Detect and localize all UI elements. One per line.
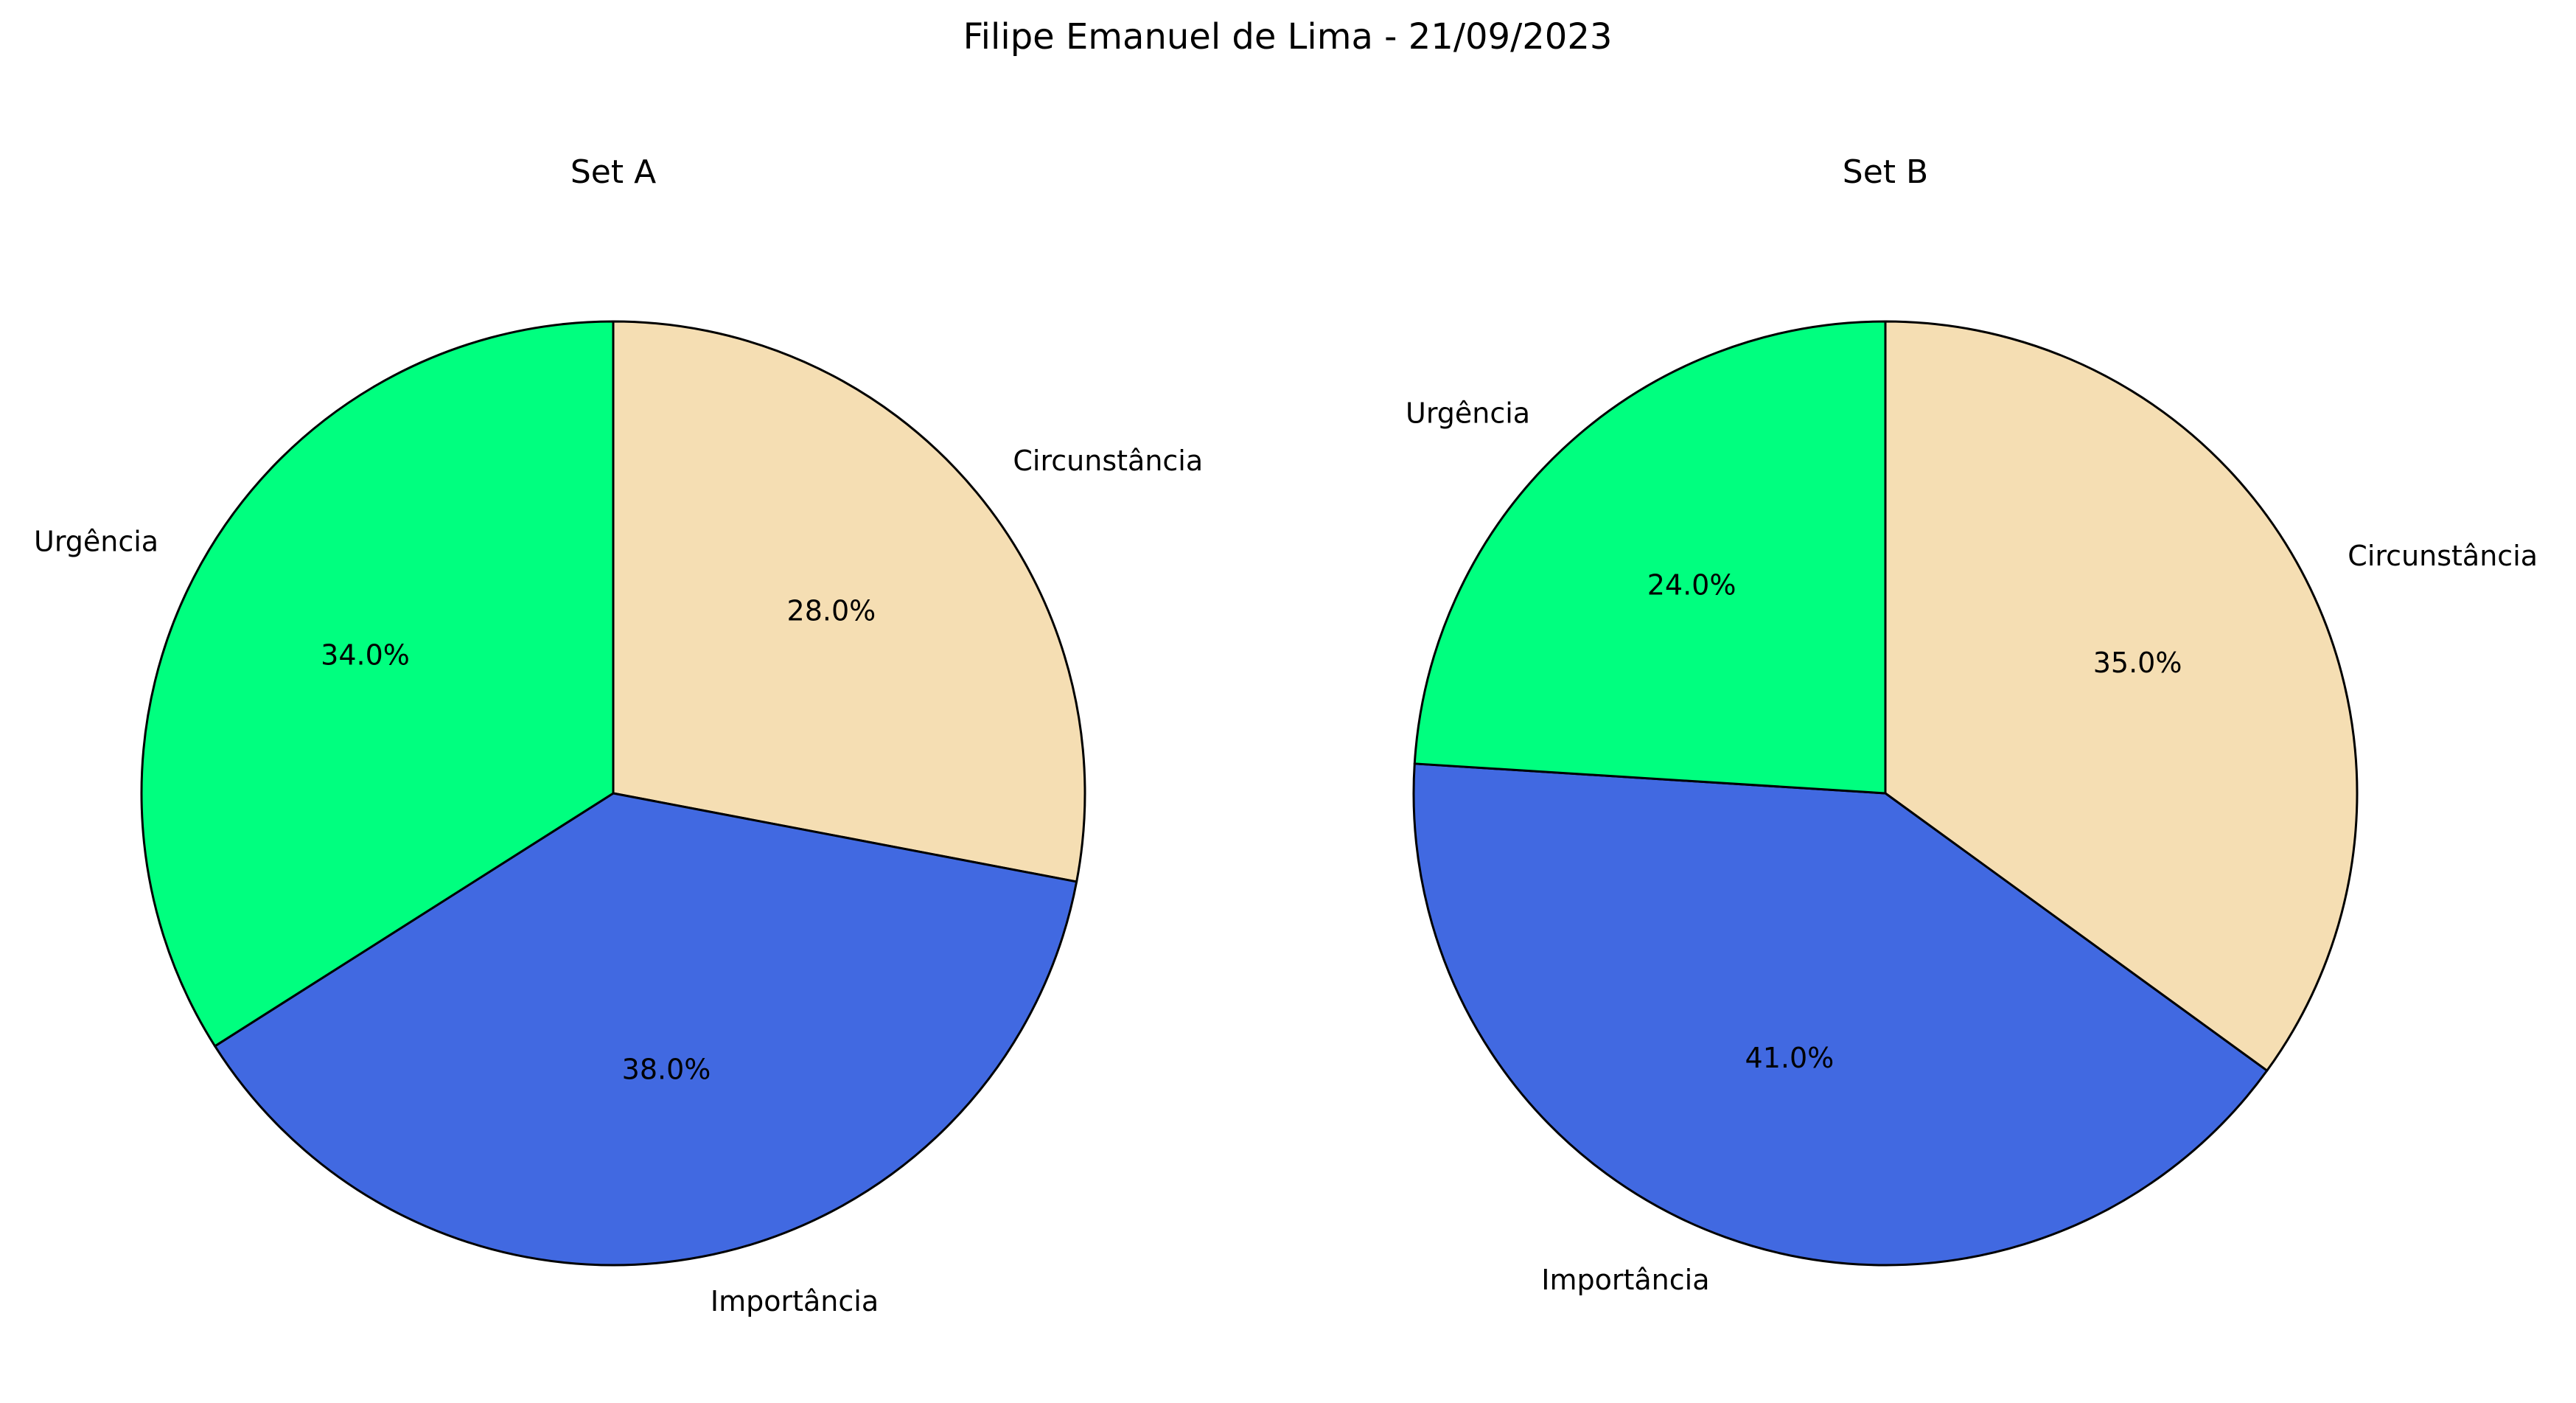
- pie-label-importancia: Importância: [711, 1285, 879, 1317]
- pie-slice-importancia: [1412, 762, 2269, 1267]
- pie-slices: [1412, 320, 2359, 1267]
- pie-label-circunstancia: Circunstância: [2348, 540, 2538, 572]
- pie-chart-set-b: Set B Circunstância 35.0% Importância 41.0%…: [1406, 153, 2538, 1296]
- pie-slice-circunstancia: [612, 320, 1086, 883]
- pie-percent-importancia: 41.0%: [1745, 1042, 1835, 1074]
- pie-label-urgencia: Urgência: [1406, 397, 1530, 429]
- pie-slice-urgencia: [140, 320, 615, 1048]
- pie-slice-circunstancia: [1884, 320, 2359, 1072]
- pie-label-circunstancia: Circunstância: [1013, 445, 1203, 477]
- pie-chart-set-a: Set A Circunstância 28.0% Importância 38.0%…: [34, 153, 1203, 1317]
- pie-slice-importancia: [214, 792, 1078, 1267]
- pie-label-importancia: Importância: [1541, 1264, 1709, 1296]
- pie-percent-importancia: 38.0%: [622, 1054, 711, 1086]
- pie-slices: [140, 320, 1086, 1267]
- pie-percent-circunstancia: 35.0%: [2093, 647, 2182, 679]
- pie-percent-circunstancia: 28.0%: [787, 595, 876, 627]
- pie-labels: Circunstância 28.0% Importância 38.0% Urgênc…: [34, 445, 1203, 1317]
- pie-label-urgencia: Urgência: [34, 525, 158, 557]
- pie-title: Set B: [1843, 153, 1928, 191]
- pie-title: Set A: [570, 153, 656, 191]
- pie-slice-urgencia: [1413, 320, 1887, 795]
- pie-percent-urgencia: 34.0%: [321, 639, 410, 672]
- pie-percent-urgencia: 24.0%: [1647, 569, 1736, 602]
- pie-labels: Circunstância 35.0% Importância 41.0% Urgênc…: [1406, 397, 2538, 1296]
- figure-suptitle: Filipe Emanuel de Lima - 21/09/2023: [963, 16, 1613, 58]
